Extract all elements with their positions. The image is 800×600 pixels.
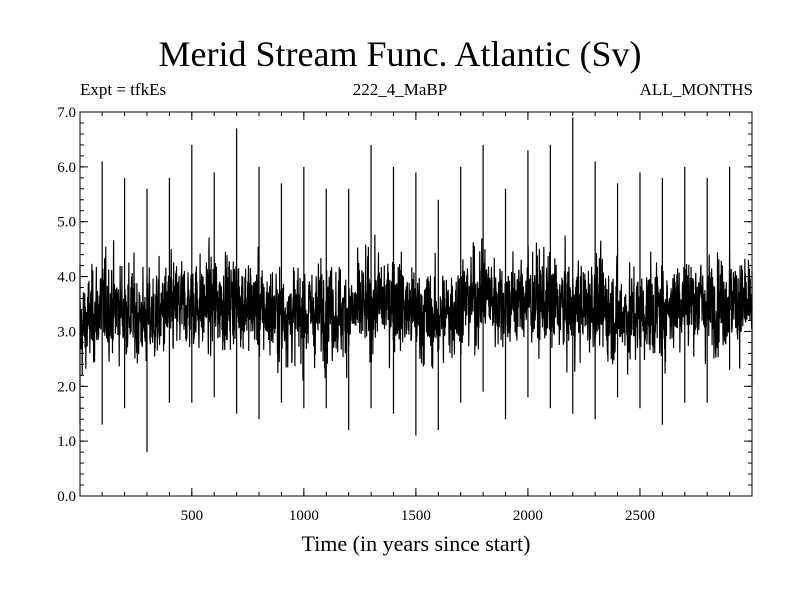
y-tick-label: 7.0 bbox=[57, 105, 76, 121]
x-tick-label: 500 bbox=[181, 508, 204, 524]
x-tick-label: 1500 bbox=[401, 508, 431, 524]
months-label: ALL_MONTHS bbox=[639, 80, 753, 99]
axis-layer: 0.0 1.0 2.0 3.0 4.0 5.0 6.0 7.0 500 1000 1500 2000 2… bbox=[57, 105, 752, 524]
x-axis-label: Time (in years since start) bbox=[301, 531, 531, 556]
y-tick-label: 3.0 bbox=[57, 324, 76, 340]
series-layer bbox=[79, 117, 753, 453]
x-tick-label: 1000 bbox=[289, 508, 319, 524]
chart-title: Merid Stream Func. Atlantic (Sv) bbox=[158, 34, 642, 74]
experiment-label: Expt = tfkEs bbox=[80, 80, 167, 99]
y-tick-label: 0.0 bbox=[57, 489, 76, 505]
y-tick-label: 4.0 bbox=[57, 270, 76, 286]
y-tick-label: 2.0 bbox=[57, 379, 76, 395]
y-tick-label: 5.0 bbox=[57, 215, 76, 231]
y-tick-label: 6.0 bbox=[57, 160, 76, 176]
period-label: 222_4_MaBP bbox=[352, 80, 448, 99]
x-tick-label: 2500 bbox=[625, 508, 655, 524]
x-tick-label: 2000 bbox=[513, 508, 543, 524]
y-tick-label: 1.0 bbox=[57, 434, 76, 450]
